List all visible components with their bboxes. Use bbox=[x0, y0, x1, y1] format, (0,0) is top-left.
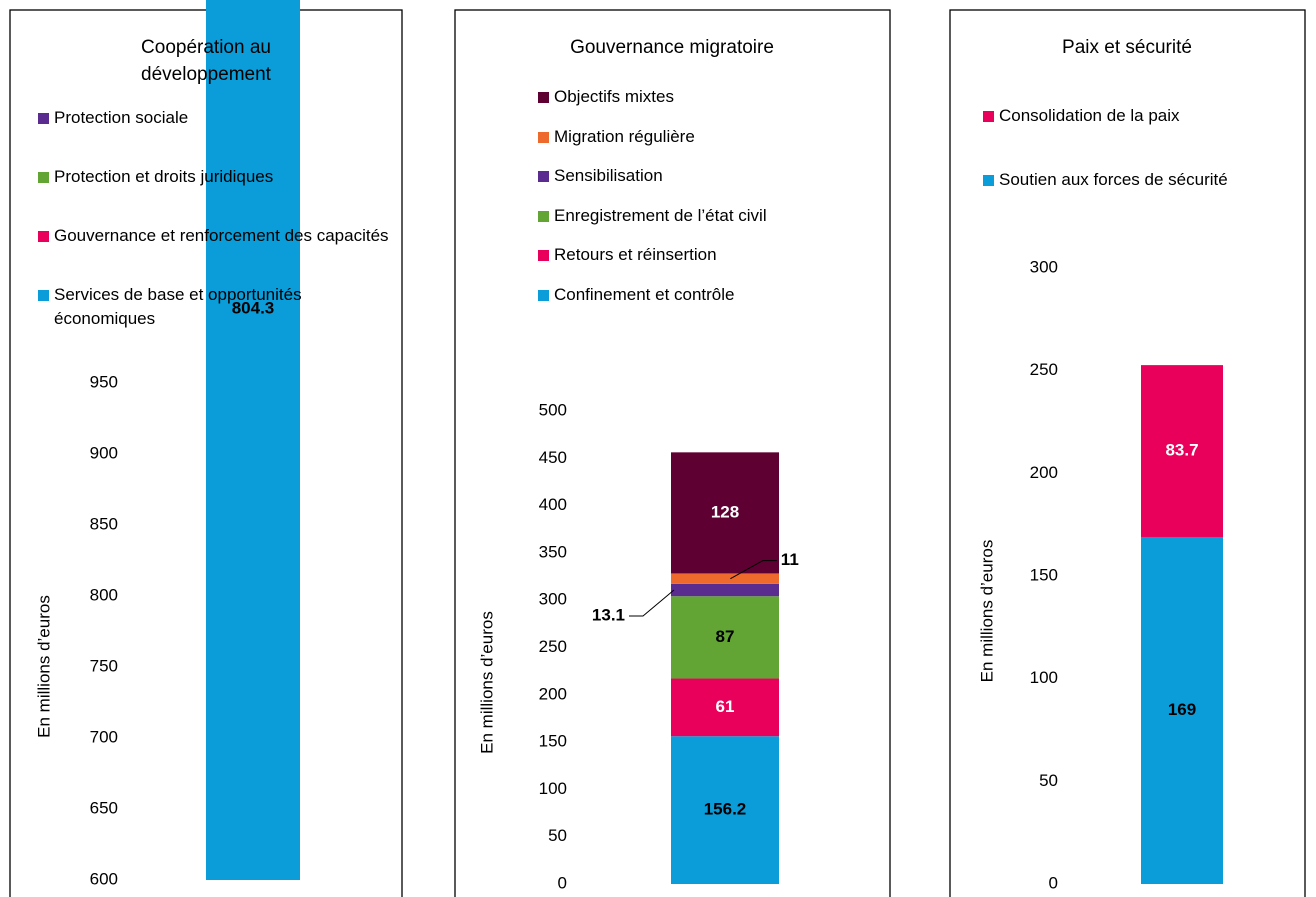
legend-item: Sensibilisation bbox=[538, 164, 878, 188]
y-tick-label: 300 bbox=[539, 590, 567, 609]
legend-label: Retours et réinsertion bbox=[554, 245, 717, 264]
y-tick-label: 100 bbox=[539, 779, 567, 798]
legend-item: Protection et droits juridiques bbox=[38, 165, 398, 189]
bar-segment bbox=[671, 736, 779, 884]
y-tick-label: 300 bbox=[1030, 257, 1058, 276]
y-tick-label: 850 bbox=[90, 514, 118, 533]
legend-label: Protection et droits juridiques bbox=[54, 167, 274, 186]
legend-swatch bbox=[538, 289, 549, 301]
data-label: 128 bbox=[711, 502, 739, 521]
y-axis-label: En millions d’euros bbox=[34, 595, 53, 738]
y-tick-label: 700 bbox=[90, 727, 118, 746]
y-tick-label: 950 bbox=[90, 372, 118, 391]
y-tick-label: 250 bbox=[539, 637, 567, 656]
legend-item: Objectifs mixtes bbox=[538, 85, 878, 109]
y-tick-label: 400 bbox=[539, 495, 567, 514]
bar-segment bbox=[671, 573, 779, 584]
legend-label: Protection sociale bbox=[54, 108, 189, 127]
legend-label: Objectifs mixtes bbox=[554, 87, 674, 106]
y-tick-label: 50 bbox=[1039, 771, 1058, 790]
legend-swatch bbox=[983, 111, 994, 122]
data-label: 169 bbox=[1168, 700, 1196, 719]
y-tick-label: 600 bbox=[90, 869, 118, 888]
y-tick-label: 500 bbox=[539, 400, 567, 419]
legend-swatch bbox=[538, 250, 549, 261]
legend-swatch bbox=[38, 172, 49, 183]
y-tick-label: 650 bbox=[90, 798, 118, 817]
y-tick-label: 800 bbox=[90, 585, 118, 604]
chart-title: Paix et sécurité bbox=[1062, 37, 1192, 58]
legend-item: Protection sociale bbox=[38, 106, 398, 130]
legend-item: Enregistrement de l’état civil bbox=[538, 204, 878, 228]
legend-item: Services de base et opportunités économi… bbox=[38, 283, 398, 331]
y-tick-label: 150 bbox=[1030, 565, 1058, 584]
panel-border bbox=[454, 9, 891, 897]
data-label: 11 bbox=[781, 550, 799, 569]
chart-title: Coopération au développement bbox=[141, 37, 271, 85]
data-label: 156.2 bbox=[704, 800, 747, 819]
data-label: 87 bbox=[716, 627, 735, 646]
leader-line bbox=[629, 589, 675, 617]
bar-segment bbox=[1141, 536, 1223, 884]
legend-swatch bbox=[538, 171, 549, 182]
legend-swatch bbox=[38, 113, 49, 124]
y-tick-label: 50 bbox=[548, 826, 567, 845]
y-tick-label: 150 bbox=[539, 732, 567, 751]
y-tick-label: 100 bbox=[1030, 668, 1058, 687]
y-tick-label: 0 bbox=[558, 873, 567, 892]
legend-label: Services de base et opportunités économi… bbox=[54, 285, 302, 328]
bar-segment bbox=[671, 596, 779, 679]
y-tick-label: 900 bbox=[90, 443, 118, 462]
legend-swatch bbox=[538, 210, 549, 222]
y-tick-label: 350 bbox=[539, 542, 567, 561]
legend-item: Consolidation de la paix bbox=[983, 104, 1303, 128]
y-tick-label: 750 bbox=[90, 656, 118, 675]
y-tick-label: 200 bbox=[539, 684, 567, 703]
data-label: 61 bbox=[716, 697, 735, 716]
bar-segment bbox=[206, 0, 300, 880]
y-axis-label: En millions d’euros bbox=[977, 540, 996, 683]
legend-label: Soutien aux forces de sécurité bbox=[999, 170, 1228, 189]
legend-swatch bbox=[538, 92, 549, 103]
y-axis-label: En millions d’euros bbox=[477, 611, 496, 754]
data-label: 83.7 bbox=[1165, 441, 1198, 460]
legend-swatch bbox=[538, 131, 549, 143]
legend-label: Confinement et contrôle bbox=[554, 284, 735, 304]
bar-segment bbox=[671, 452, 779, 574]
y-tick-label: 250 bbox=[1030, 360, 1058, 379]
y-tick-label: 450 bbox=[539, 448, 567, 467]
legend-swatch bbox=[38, 231, 49, 242]
leader-line bbox=[730, 560, 777, 580]
chart-title: Gouvernance migratoire bbox=[570, 37, 774, 58]
legend-label: Gouvernance et renforcement des capacité… bbox=[54, 226, 389, 245]
y-tick-label: 200 bbox=[1030, 463, 1058, 482]
y-tick-label: 0 bbox=[1049, 873, 1058, 892]
legend-label: Sensibilisation bbox=[554, 166, 663, 185]
panel-border bbox=[949, 9, 1306, 897]
legend-label: Migration régulière bbox=[554, 126, 695, 146]
bar-segment bbox=[1141, 365, 1223, 537]
legend-swatch bbox=[983, 175, 994, 186]
legend-item: Migration régulière bbox=[538, 125, 878, 149]
legend-swatch bbox=[38, 290, 49, 301]
legend-item: Soutien aux forces de sécurité bbox=[983, 168, 1303, 192]
legend-item: Gouvernance et renforcement des capacité… bbox=[38, 224, 398, 248]
bar-segment bbox=[671, 583, 779, 597]
data-label: 804.3 bbox=[232, 298, 275, 317]
legend-label: Consolidation de la paix bbox=[999, 106, 1180, 125]
legend-label: Enregistrement de l’état civil bbox=[554, 205, 767, 225]
bar-segment bbox=[671, 678, 779, 737]
legend-item: Confinement et contrôle bbox=[538, 283, 878, 307]
legend-item: Retours et réinsertion bbox=[538, 243, 878, 267]
data-label: 13.1 bbox=[592, 606, 625, 625]
